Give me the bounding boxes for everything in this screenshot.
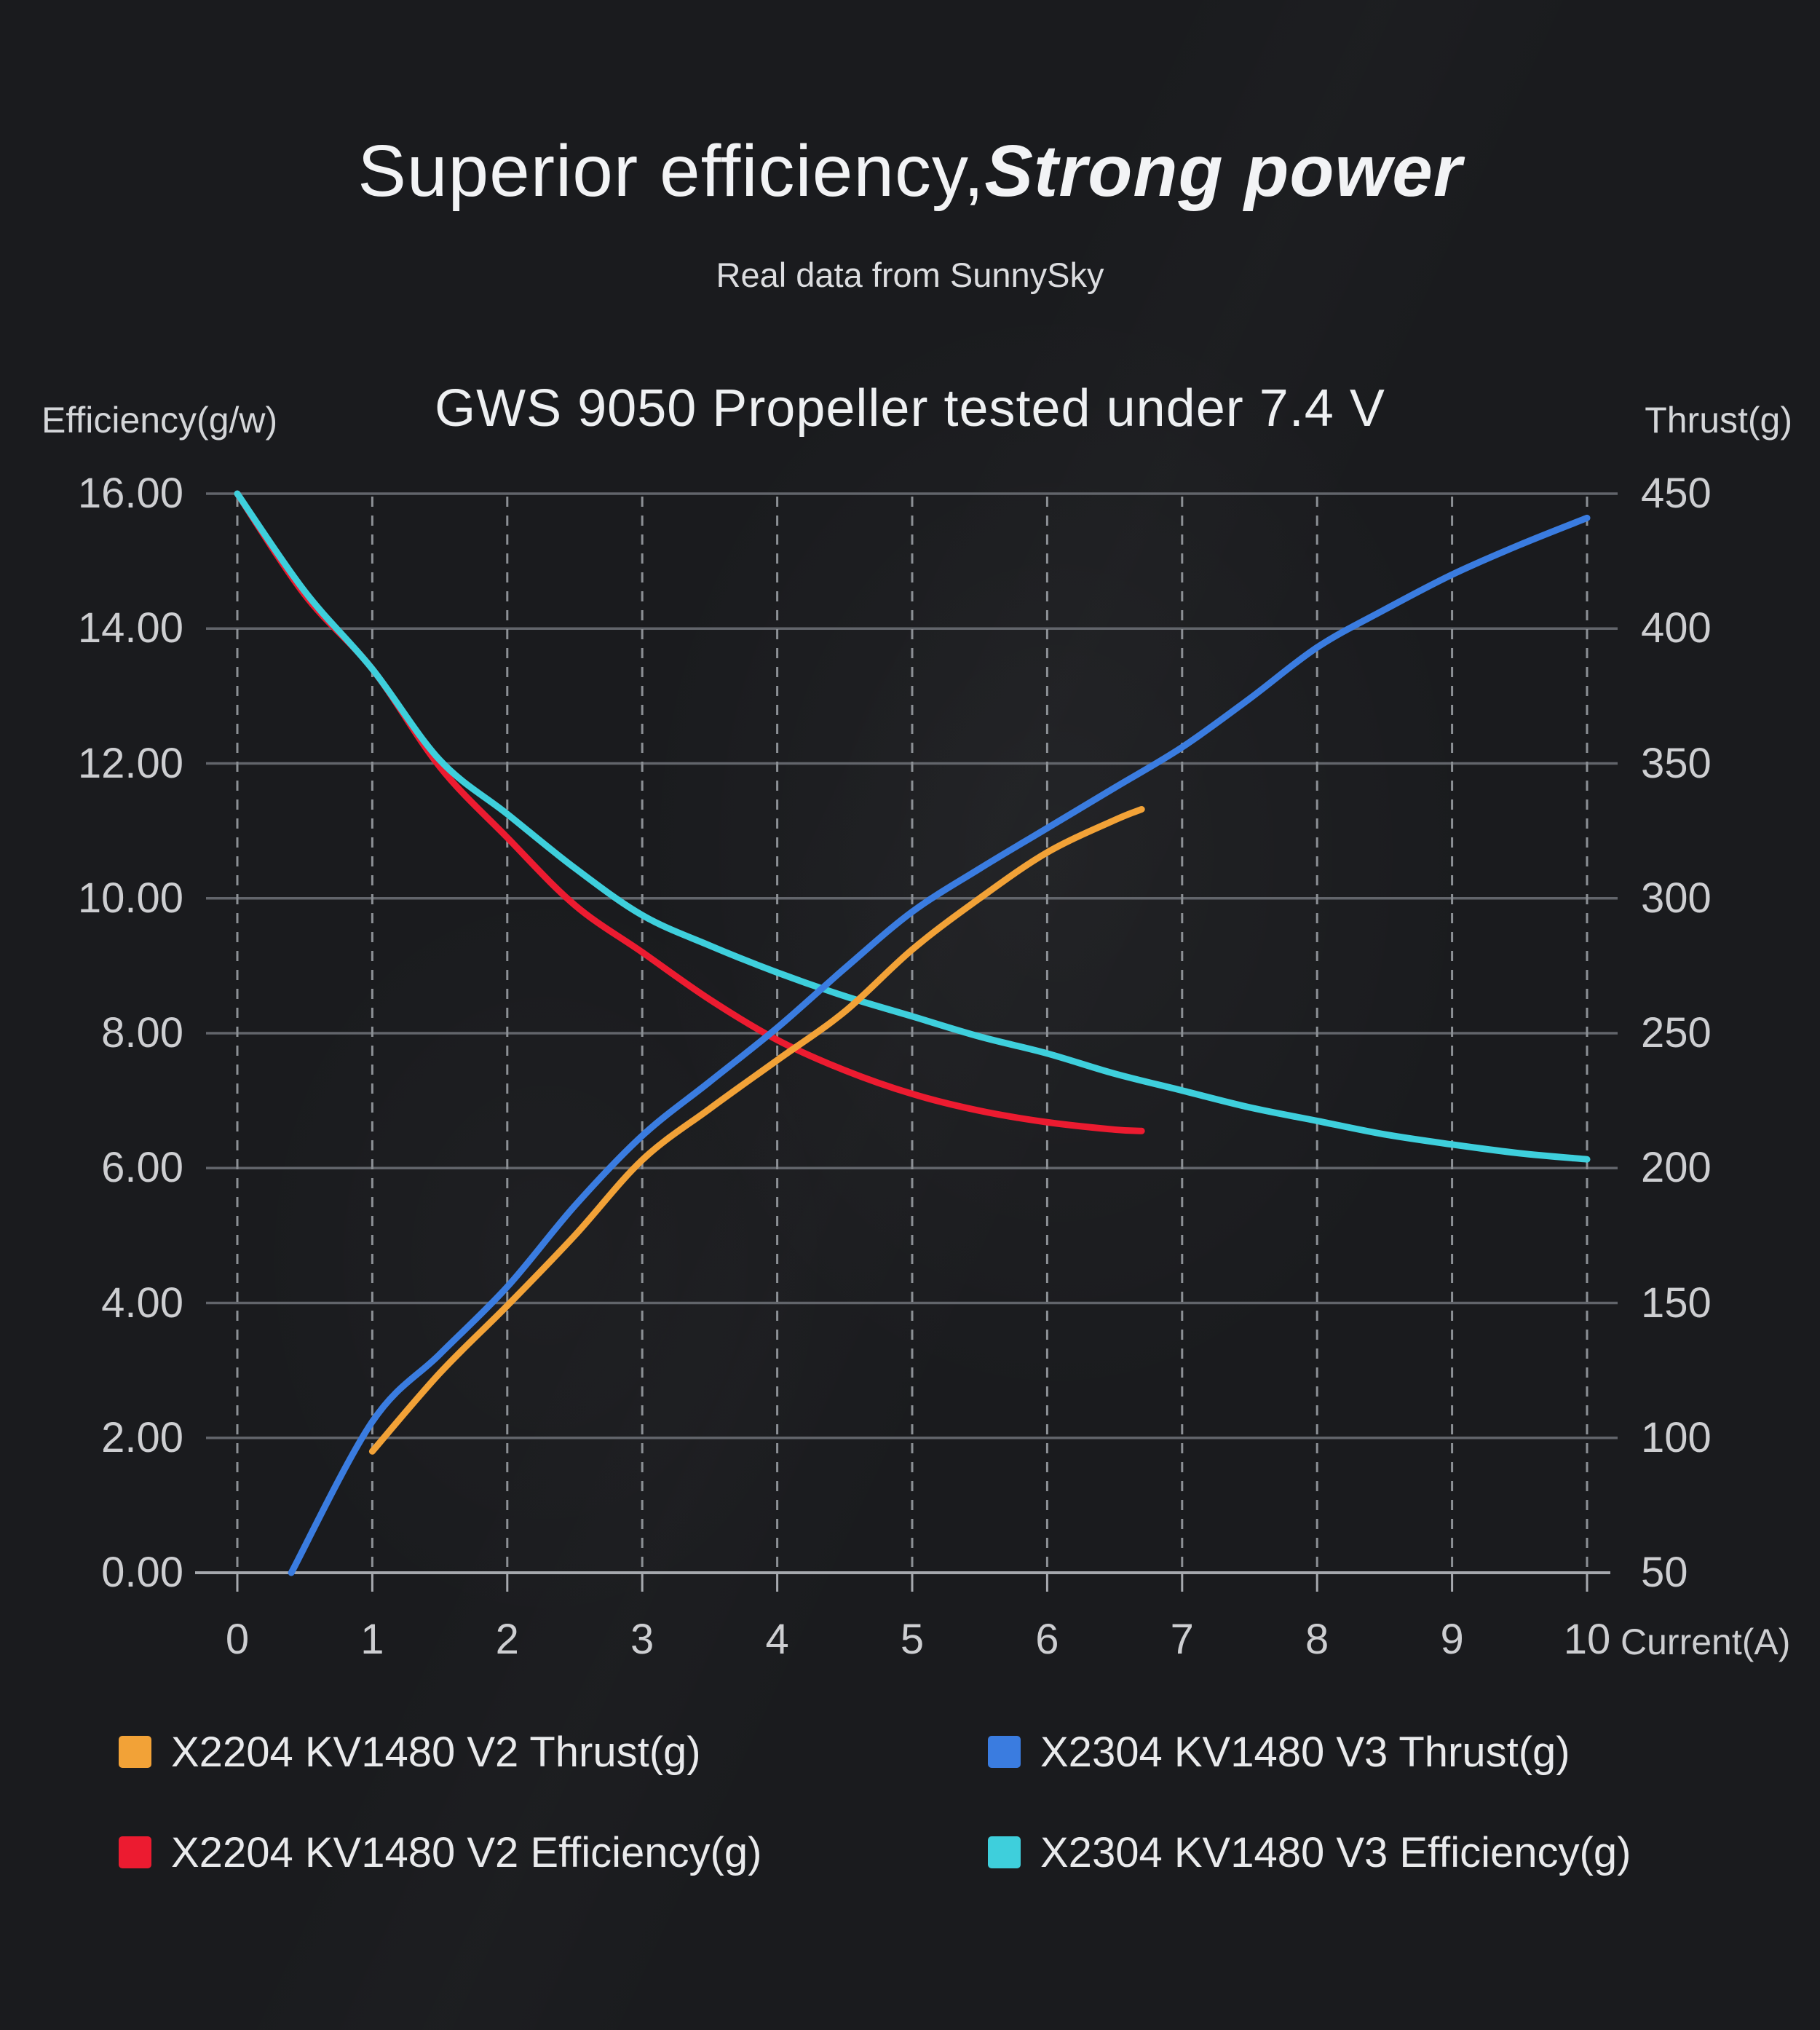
right-axis-tick-label: 200	[1641, 1144, 1712, 1192]
right-axis-tick-label: 100	[1641, 1413, 1712, 1461]
legend-swatch-orange	[119, 1736, 151, 1768]
right-axis-label: Thrust(g)	[1645, 400, 1792, 441]
legend-swatch-blue	[988, 1736, 1021, 1768]
left-axis-tick-label: 16.00	[77, 470, 183, 517]
legend-item-x2204-thrust: X2204 KV1480 V2 Thrust(g)	[119, 1727, 701, 1777]
x-axis-tick-label: 0	[225, 1616, 250, 1663]
legend-item-x2304-thrust: X2304 KV1480 V3 Thrust(g)	[988, 1727, 1570, 1777]
x-axis-tick-label: 2	[495, 1616, 519, 1663]
x-axis-tick-label: 1	[360, 1616, 384, 1663]
x-axis-tick-label: 6	[1035, 1616, 1059, 1663]
legend-item-x2204-efficiency: X2204 KV1480 V2 Efficiency(g)	[119, 1828, 761, 1877]
page-subtitle: Real data from SunnySky	[716, 256, 1104, 294]
x-axis-tick-label: 9	[1440, 1616, 1464, 1663]
legend-label: X2304 KV1480 V3 Thrust(g)	[1040, 1728, 1570, 1776]
left-axis-tick-label: 8.00	[101, 1009, 183, 1057]
x-axis-tick-label: 7	[1170, 1616, 1194, 1663]
x-axis-tick-label: 5	[900, 1616, 925, 1663]
left-axis-tick-label: 6.00	[101, 1144, 183, 1192]
legend-swatch-cyan	[988, 1836, 1021, 1868]
left-axis-tick-label: 14.00	[77, 604, 183, 652]
legend-item-x2304-efficiency: X2304 KV1480 V3 Efficiency(g)	[988, 1828, 1631, 1877]
series-line-1	[288, 514, 1591, 1576]
chart-title: GWS 9050 Propeller tested under 7.4 V	[435, 379, 1385, 438]
x-axis-label: Current(A)	[1621, 1622, 1791, 1662]
series-line-3	[234, 490, 1591, 1163]
left-axis-tick-label: 10.00	[77, 874, 183, 922]
legend-swatch-red	[119, 1836, 151, 1868]
x-axis-tick-label: 10	[1563, 1616, 1611, 1663]
right-axis-tick-label: 400	[1641, 604, 1712, 652]
right-axis-tick-label: 450	[1641, 470, 1712, 517]
x-axis-tick-label: 4	[765, 1616, 789, 1663]
x-axis-tick-label: 8	[1305, 1616, 1329, 1663]
x-axis-tick-label: 3	[630, 1616, 654, 1663]
right-axis-tick-label: 350	[1641, 739, 1712, 787]
legend-label: X2204 KV1480 V2 Thrust(g)	[171, 1728, 701, 1776]
page-title: Superior efficiency,Strong power	[0, 130, 1820, 213]
left-axis-tick-label: 12.00	[77, 739, 183, 787]
legend-label: X2204 KV1480 V2 Efficiency(g)	[171, 1828, 762, 1876]
series-line-0	[368, 805, 1145, 1455]
right-axis-tick-label: 50	[1641, 1549, 1688, 1596]
left-axis-tick-label: 4.00	[101, 1279, 183, 1327]
legend-label: X2304 KV1480 V3 Efficiency(g)	[1040, 1828, 1631, 1876]
right-axis-tick-label: 250	[1641, 1009, 1712, 1057]
left-axis-tick-label: 2.00	[101, 1413, 183, 1461]
right-axis-tick-label: 150	[1641, 1279, 1712, 1327]
page-title-regular: Superior efficiency,	[357, 130, 985, 212]
page-title-bold: Strong power	[984, 130, 1463, 212]
left-axis-label: Efficiency(g/w)	[41, 400, 278, 441]
right-axis-tick-label: 300	[1641, 874, 1712, 922]
left-axis-tick-label: 0.00	[101, 1549, 183, 1596]
